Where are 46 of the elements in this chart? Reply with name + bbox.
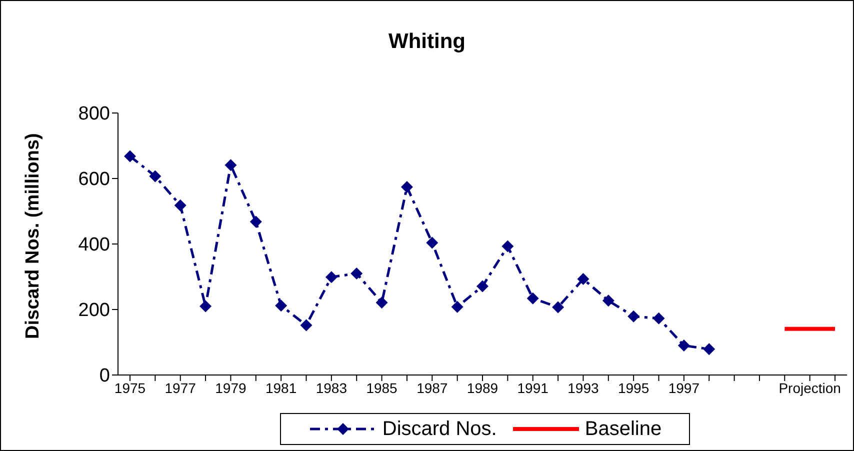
point — [577, 273, 590, 286]
x-tick-label: 1995 — [618, 380, 650, 396]
x-tick-label: 1975 — [114, 380, 146, 396]
x-tick-label: 1985 — [366, 380, 398, 396]
x-tick-label: 1989 — [466, 380, 498, 396]
x-tick-label: 1983 — [316, 380, 348, 396]
point — [275, 300, 288, 312]
point — [376, 296, 388, 309]
x-tick-label: 1977 — [164, 380, 196, 396]
x-tick-label: 1991 — [517, 380, 549, 396]
y-tick-label: 600 — [78, 169, 110, 190]
point — [325, 271, 338, 284]
point — [250, 216, 262, 228]
point — [678, 340, 690, 352]
point — [502, 240, 514, 252]
point — [200, 300, 212, 312]
y-tick-label: 200 — [78, 300, 110, 322]
point — [476, 280, 488, 292]
point — [124, 150, 136, 162]
legend-label: Discard Nos. — [382, 418, 497, 440]
y-tick-label: 0 — [99, 366, 110, 387]
point — [224, 159, 237, 172]
point — [703, 343, 716, 356]
point — [174, 199, 186, 212]
point — [426, 236, 438, 249]
x-tick-label: 1981 — [265, 380, 297, 396]
point — [526, 292, 539, 304]
point — [350, 267, 363, 280]
point — [400, 181, 413, 194]
point — [552, 301, 564, 314]
point — [300, 319, 312, 332]
y-tick-label: 400 — [78, 234, 110, 256]
y-axis-title: Discard Nos. (millions) — [22, 133, 44, 339]
point — [451, 300, 464, 313]
x-tick-label: 1997 — [668, 380, 700, 396]
chart-title: Whiting — [388, 30, 466, 54]
point — [628, 310, 640, 322]
point — [149, 170, 162, 182]
point — [652, 312, 665, 324]
y-tick-label: 800 — [78, 104, 110, 125]
x-tick-label: 1993 — [568, 380, 599, 396]
x-tick-label: Projection — [778, 380, 841, 396]
legend-label: Baseline — [584, 418, 662, 440]
x-tick-label: 1987 — [416, 380, 448, 396]
point — [602, 294, 614, 307]
x-tick-label: 1979 — [215, 380, 246, 396]
